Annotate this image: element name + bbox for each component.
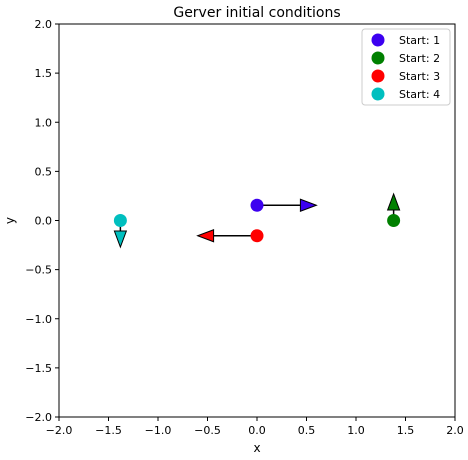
legend: Start: 1 Start: 2 Start: 3 Start: 4	[361, 28, 451, 106]
start-point-1	[250, 198, 264, 212]
legend-marker-1	[371, 33, 385, 47]
y-tick-label: −0.5	[25, 264, 52, 277]
y-tick-label: 0.5	[35, 165, 53, 178]
legend-box	[361, 28, 451, 106]
start-point-2	[387, 214, 401, 227]
y-tick-label: 2.0	[35, 18, 53, 31]
x-tick-label: 1.5	[397, 424, 415, 437]
x-tick-label: −1.0	[145, 424, 172, 437]
y-tick-label: −2.0	[25, 411, 52, 424]
legend-label-1: Start: 1	[399, 34, 440, 47]
y-tick-label: 0.0	[35, 215, 53, 228]
start-point-4	[113, 214, 127, 227]
y-tick-label: −1.0	[25, 313, 52, 326]
legend-marker-2	[371, 51, 385, 65]
ticks-layer: −2.0 −1.5 −1.0 −0.5 0.0 0.5 1.0 1.5 2.0 −2.0 −1.5 −…	[25, 18, 463, 437]
velocity-arrow-head-1	[299, 198, 318, 212]
legend-label-4: Start: 4	[399, 88, 440, 101]
x-axis-label: x	[253, 441, 260, 455]
chart-title: Gerver initial conditions	[173, 5, 340, 21]
legend-marker-3	[371, 69, 385, 83]
velocity-arrow-head-2	[386, 192, 401, 211]
x-tick-label: −0.5	[194, 424, 221, 437]
x-tick-label: 2.0	[446, 424, 464, 437]
y-axis-label: y	[3, 217, 17, 224]
x-tick-label: 0.5	[298, 424, 316, 437]
start-point-3	[250, 229, 264, 243]
x-tick-label: 1.0	[347, 424, 365, 437]
velocity-arrow-head-3	[196, 229, 215, 243]
legend-label-3: Start: 3	[399, 70, 440, 83]
velocity-arrow-head-4	[113, 230, 128, 249]
plot-layer	[113, 192, 401, 249]
x-tick-label: −1.5	[95, 424, 122, 437]
y-tick-label: 1.5	[35, 67, 53, 80]
y-tick-label: −1.5	[25, 362, 52, 375]
x-tick-label: −2.0	[46, 424, 73, 437]
legend-label-2: Start: 2	[399, 52, 440, 65]
legend-marker-4	[371, 87, 385, 101]
y-tick-label: 1.0	[35, 116, 53, 129]
x-tick-label: 0.0	[248, 424, 266, 437]
